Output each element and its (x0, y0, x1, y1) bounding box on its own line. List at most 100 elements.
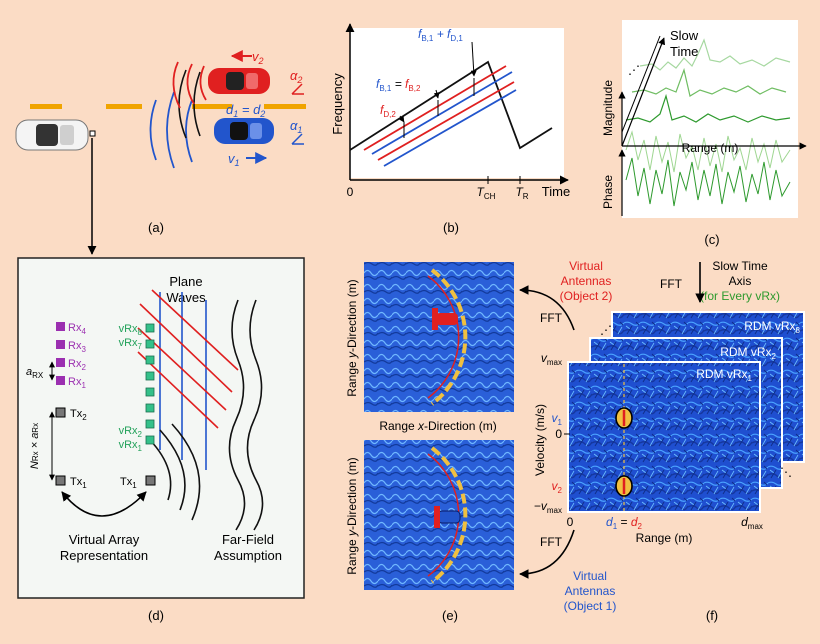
dmax-label: dmax (741, 515, 763, 531)
rx1-label: Rx1 (68, 376, 86, 390)
rx-elements (56, 322, 65, 385)
alpha1-label: α1 (290, 118, 302, 135)
c-phase-label: Phase (601, 175, 615, 209)
v2-label: v2 (252, 49, 264, 66)
panel-e: Range y-Direction (m) Range x-Direction … (345, 262, 514, 623)
slow-time-axis-1: Slow Time (712, 259, 768, 273)
tx1-label: Tx1 (70, 476, 87, 490)
radar-waves-red (172, 61, 207, 109)
t-r-label: TR (515, 185, 528, 201)
fft-right-label: FFT (660, 277, 683, 291)
panel-label-e: (e) (442, 608, 458, 623)
c-slow-time-label: Slow (670, 28, 699, 43)
ego-car (15, 119, 96, 151)
rx2-label: Rx2 (68, 358, 86, 372)
c-slow-time-label2: Time (670, 44, 698, 59)
virtual-array-arrow (61, 491, 147, 517)
vrx7-label: vRx7 (119, 337, 143, 351)
red-car (208, 68, 270, 94)
n-rx-times-a-rx-label: NRx × aRx (29, 423, 41, 469)
tx-chirp (349, 60, 553, 151)
v2-axis-label: v2 (552, 479, 563, 495)
vrx1-label: vRx1 (119, 439, 143, 453)
rx-chirp-blue-2 (383, 89, 517, 167)
virtual-antennas-obj1-3: (Object 1) (564, 599, 617, 613)
fb1-equals-fb2-label: fB,1 = fB,2 (376, 77, 421, 93)
tx1-element (55, 475, 66, 486)
panel-a: v2 v1 d1 = d2 α2 α1 (a) (15, 49, 306, 255)
virtual-antennas-obj1: Virtual (573, 569, 607, 583)
e-x-label: Range x-Direction (m) (379, 419, 496, 433)
rdm-vrx2-label: RDM vRx2 (720, 345, 776, 361)
b-x-label: Time (542, 184, 570, 199)
far-field-label2: Assumption (214, 548, 282, 563)
range-image-object1 (364, 440, 514, 590)
fb1-plus-fd1-label: fB,1 + fD,1 (418, 27, 463, 43)
tx1-virtual-element (145, 475, 156, 486)
tx2-element (55, 407, 66, 418)
vrx2-label: vRx2 (119, 425, 143, 439)
virtual-antennas-obj2-2: Antennas (561, 274, 612, 288)
target-peak-v2 (615, 475, 633, 497)
neg-vmax-label: −vmax (534, 499, 562, 515)
range-axis-label: Range (m) (636, 531, 693, 545)
v1-axis-label: v1 (552, 411, 563, 427)
v1-label: v1 (228, 151, 240, 168)
rx-chirp-red-1 (363, 65, 507, 151)
velocity-axis-label: Velocity (m/s) (533, 404, 547, 476)
slow-time-axis-3: (for Every vRx) (700, 289, 780, 303)
virtual-antennas-obj2-3: (Object 2) (560, 289, 613, 303)
d1-d2-label: d1 = d2 (606, 515, 643, 531)
far-field-label: Far-Field (222, 532, 274, 547)
panel-f: Virtual Antennas (Object 2) FFT Slow Tim… (519, 259, 805, 623)
a-rx-label: aRX (26, 366, 44, 380)
rx-chirp-blue-1 (371, 71, 513, 155)
e-y-label-top: Range y-Direction (m) (345, 279, 359, 396)
virtual-antennas-obj1-2: Antennas (565, 584, 616, 598)
rdm-dots-bottom: ⋱ (780, 465, 792, 479)
plane-wavefronts (159, 292, 207, 470)
rx4-label: Rx4 (68, 322, 86, 336)
panel-b: Frequency Time 0 TCH TR fB,1 + fD,1 fB,1… (330, 23, 570, 235)
array-panel-frame (17, 257, 305, 599)
target-peak-v1 (615, 407, 633, 429)
zero-range-label: 0 (567, 515, 574, 529)
zero-velocity-label: 0 (555, 427, 562, 441)
phase-trace-dark (625, 157, 791, 207)
magnitude-trace-mid (631, 67, 787, 97)
panel-label-d: (d) (148, 608, 164, 623)
virtual-antennas-obj2: Virtual (569, 259, 603, 273)
virtual-rx-elements (145, 323, 155, 445)
rdm-vrx1 (567, 361, 761, 513)
plane-waves-label2: Waves (166, 290, 206, 305)
e-y-label-bottom: Range y-Direction (m) (345, 457, 359, 574)
panel-label-b: (b) (443, 220, 459, 235)
c-range-label: Range (m) (682, 141, 739, 155)
rdm-vrx1-label: RDM vRx1 (696, 367, 752, 383)
beat-markers (403, 78, 475, 138)
fft-arrow-bottom (519, 529, 575, 579)
fd2-label: fD,2 (380, 103, 396, 119)
rdm-vrx8-label: RDM vRx8 (744, 319, 800, 335)
fft-arrow-top (519, 285, 575, 331)
c-magnitude-label: Magnitude (601, 80, 615, 136)
alpha2-angle-icon (291, 83, 304, 95)
tx1-right-label: Tx1 (120, 476, 137, 490)
fft-top-label: FFT (540, 311, 563, 325)
rx-chirp-red-2 (377, 81, 515, 161)
vmax-label: vmax (541, 351, 562, 367)
panel-label-c: (c) (704, 232, 719, 247)
panel-label-a: (a) (148, 220, 164, 235)
blue-car (214, 118, 274, 144)
b-y-label: Frequency (330, 73, 345, 135)
far-field-waves (149, 299, 264, 531)
alpha1-angle-icon (291, 133, 304, 145)
magnitude-trace-dark (625, 93, 791, 123)
d1-equals-d2-label: d1 = d2 (226, 102, 265, 119)
t-ch-label: TCH (477, 185, 496, 201)
road-lane-markings (30, 104, 306, 109)
virtual-array-label2: Representation (60, 548, 148, 563)
alpha2-label: α2 (290, 68, 302, 85)
radar-waves-blue (149, 91, 193, 169)
